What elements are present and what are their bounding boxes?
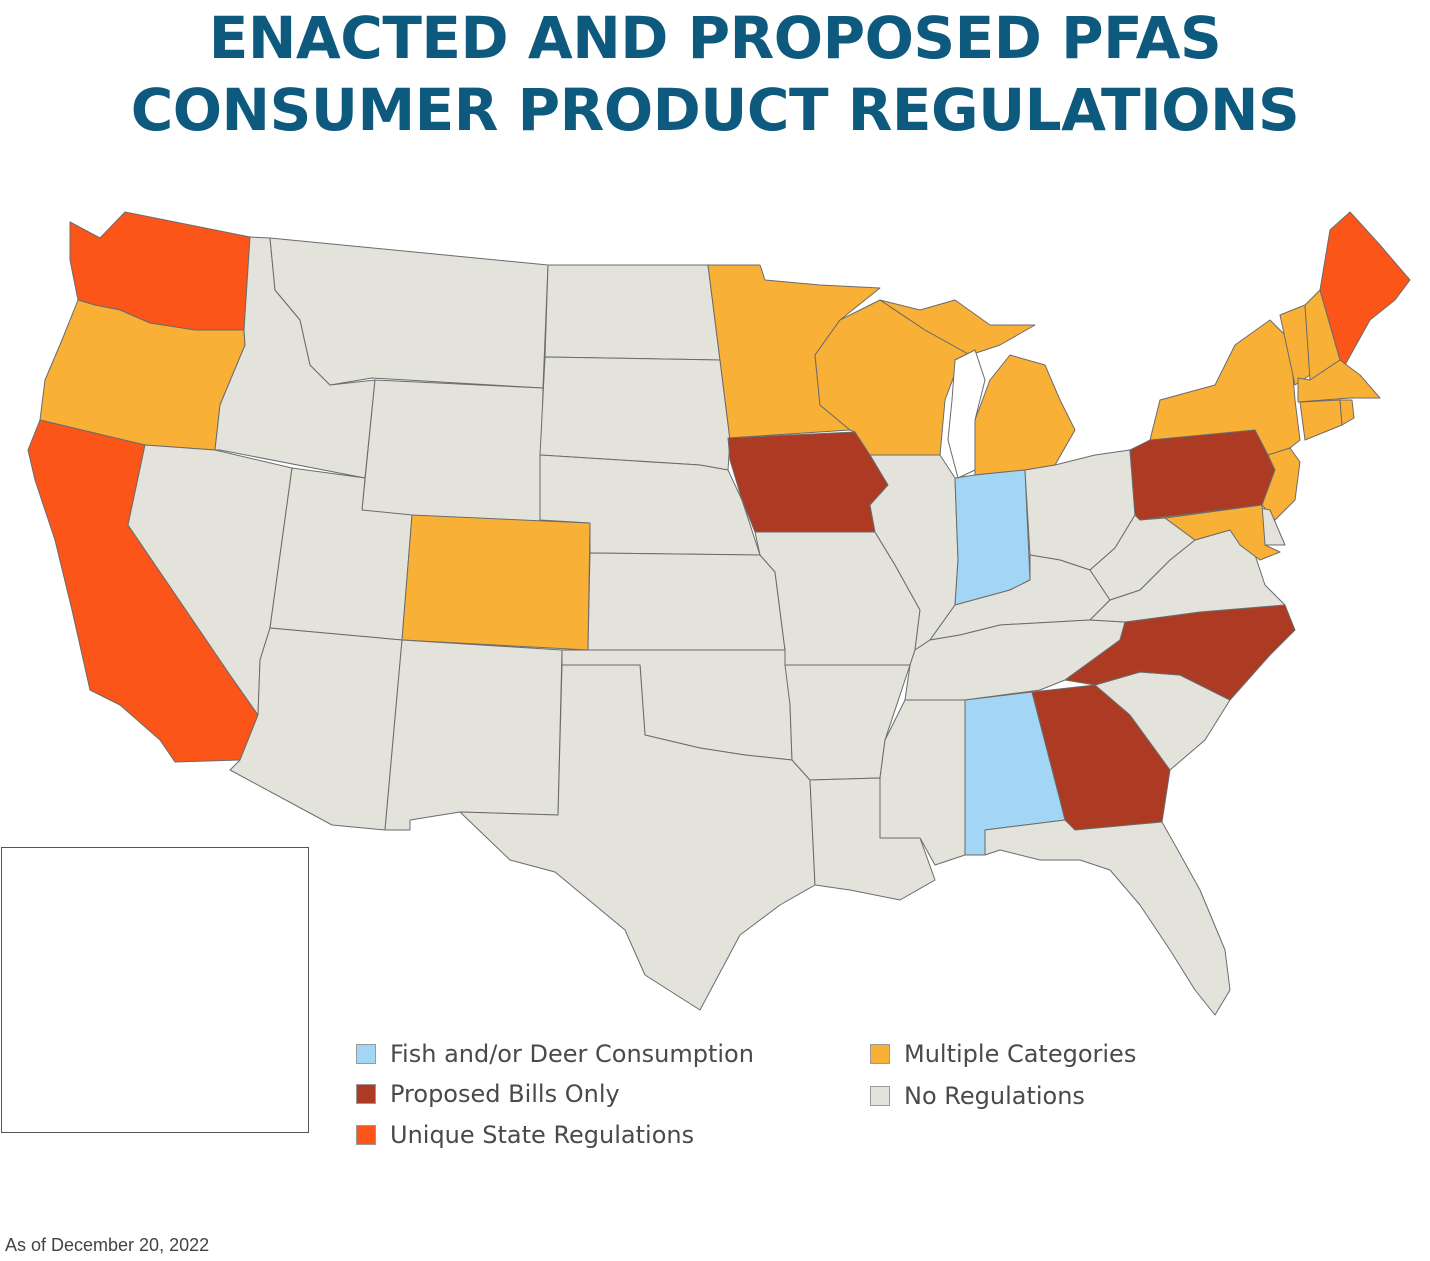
legend: Fish and/or Deer Consumption Proposed Bi… (356, 1037, 1216, 1167)
legend-item-unique: Unique State Regulations (356, 1118, 694, 1152)
map-title-line-1: ENACTED AND PROPOSED PFAS (208, 4, 1222, 72)
state-MI-UP (879, 299, 1036, 356)
legend-item-proposed: Proposed Bills Only (356, 1077, 620, 1111)
state-MI (974, 354, 1076, 476)
state-CO (401, 514, 591, 651)
legend-swatch-multiple (870, 1044, 890, 1064)
state-TX (459, 664, 816, 1011)
legend-label-multiple: Multiple Categories (904, 1040, 1137, 1068)
state-FL (984, 819, 1231, 1016)
map-title-line-2: CONSUMER PRODUCT REGULATIONS (130, 76, 1300, 144)
legend-swatch-none (870, 1086, 890, 1106)
legend-item-multiple: Multiple Categories (870, 1037, 1136, 1071)
state-ND (544, 264, 721, 361)
state-CT (1299, 399, 1343, 441)
legend-label-proposed: Proposed Bills Only (390, 1080, 620, 1108)
state-SD (539, 356, 731, 471)
state-NJ (1261, 447, 1301, 521)
state-IN (954, 469, 1031, 606)
state-NM (384, 639, 563, 831)
state-IA (727, 431, 889, 533)
map-title: ENACTED AND PROPOSED PFAS CONSUMER PRODU… (0, 2, 1430, 146)
state-WY (361, 379, 544, 536)
state-NC (1064, 604, 1296, 701)
legend-item-fish-deer: Fish and/or Deer Consumption (356, 1037, 754, 1071)
legend-label-unique: Unique State Regulations (390, 1121, 695, 1149)
legend-label-fish-deer: Fish and/or Deer Consumption (390, 1040, 754, 1068)
footnote-date: As of December 20, 2022 (5, 1235, 210, 1255)
legend-item-none: No Regulations (870, 1079, 1085, 1113)
state-MT (269, 237, 549, 389)
state-KS (587, 552, 786, 651)
legend-label-none: No Regulations (904, 1082, 1085, 1110)
alaska-hawaii-inset (1, 847, 309, 1133)
state-MD (1164, 504, 1281, 561)
legend-swatch-unique (356, 1125, 376, 1145)
legend-swatch-fish-deer (356, 1044, 376, 1064)
legend-swatch-proposed (356, 1084, 376, 1104)
state-RI (1339, 399, 1355, 426)
lake-michigan (947, 349, 986, 479)
